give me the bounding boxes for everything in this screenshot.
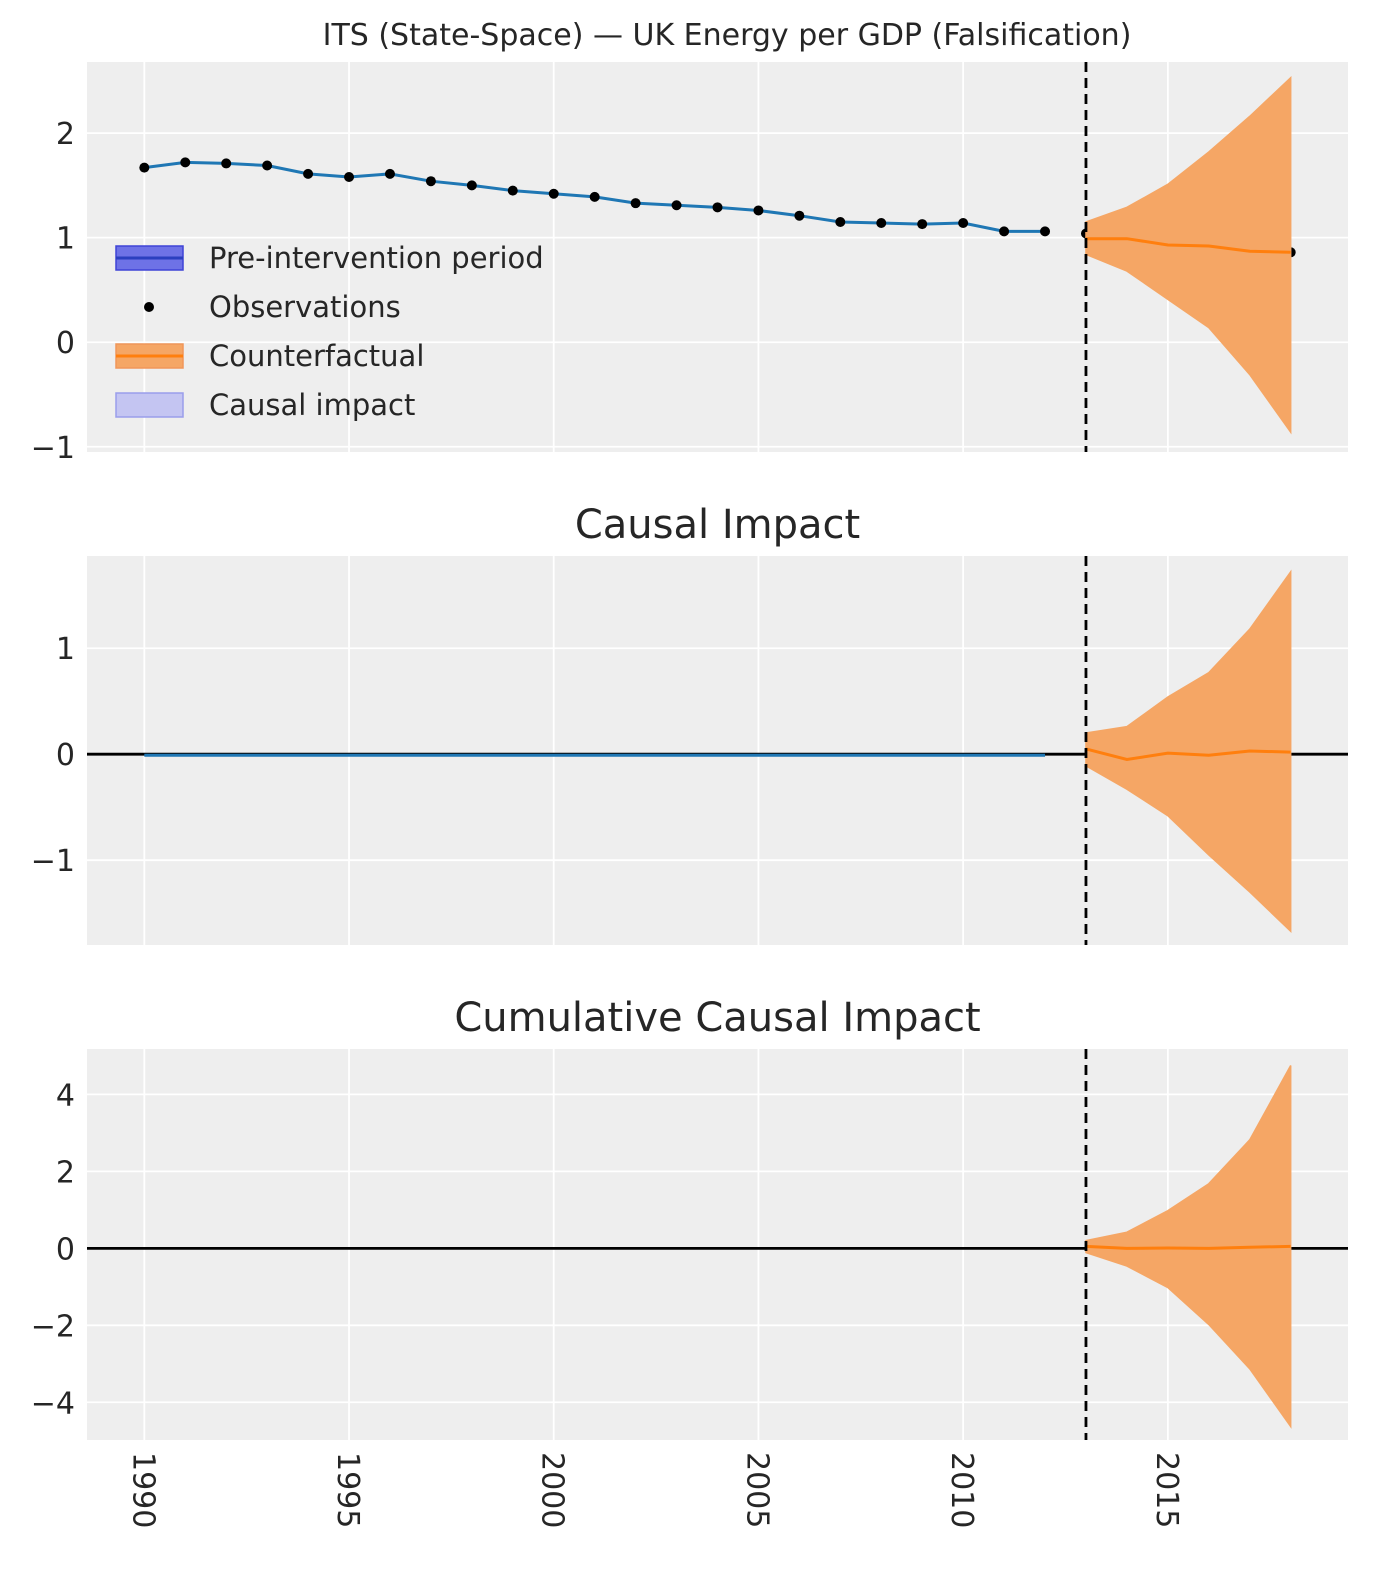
y-tick-label: 2: [56, 1155, 75, 1190]
observation-point: [548, 188, 559, 199]
y-tick-label: 0: [56, 738, 75, 773]
panel-observed-counterfactual: −1 0 1 2: [31, 62, 1348, 466]
subplot-title: Causal Impact: [575, 502, 860, 548]
observation-point: [180, 157, 191, 168]
series-line: [1085, 747, 1291, 762]
y-tick-label: −4: [31, 1386, 75, 1421]
legend-item: Observations: [144, 290, 401, 324]
y-tick-label: −2: [31, 1309, 75, 1344]
x-tick-label: 2000: [535, 1452, 570, 1528]
credible-interval-band: [1085, 569, 1292, 933]
observation-point: [589, 191, 600, 202]
legend-patch: [115, 392, 184, 418]
panel-causal-impact: −1 0 1 Causal Impact: [31, 502, 1348, 945]
y-tick-label: 0: [56, 1232, 75, 1267]
observation-point: [466, 180, 477, 191]
legend-dot: [144, 302, 154, 312]
y-tick-label: −1: [31, 844, 75, 879]
x-tick-label: 1990: [125, 1452, 160, 1528]
observation-point: [630, 198, 641, 209]
y-tick-label: 0: [56, 326, 75, 361]
observation-point: [303, 168, 314, 179]
credible-interval-band: [1085, 75, 1292, 435]
observation-point: [712, 202, 723, 213]
observation-point: [221, 158, 232, 169]
observation-point: [958, 218, 969, 229]
series-line: [1085, 1244, 1291, 1250]
figure-title: ITS (State-Space) — UK Energy per GDP (F…: [323, 18, 1132, 53]
observation-point: [794, 210, 805, 221]
legend-item: Causal impact: [115, 388, 415, 422]
legend-label: Observations: [209, 290, 401, 324]
y-tick-label: −1: [31, 431, 75, 466]
subplot-title: Cumulative Causal Impact: [454, 995, 980, 1041]
x-axis: 1990 1995 2000 2005 2010 2015: [125, 1452, 1184, 1528]
panel-cumulative-causal-impact: −4 −2 0 2 4 Cumulative Causal Impact: [31, 995, 1348, 1440]
legend-label: Counterfactual: [209, 339, 424, 373]
y-tick-label: 1: [56, 632, 75, 667]
legend-item: Counterfactual: [115, 339, 424, 373]
observation-point: [835, 216, 846, 227]
credible-interval-band: [1085, 1065, 1292, 1429]
x-tick-label: 2015: [1149, 1452, 1184, 1528]
legend: Pre-intervention period Observations Count…: [115, 241, 544, 422]
legend-label: Pre-intervention period: [209, 241, 544, 275]
observation-point: [876, 218, 887, 229]
series-line: [1085, 237, 1291, 254]
legend-label: Causal impact: [209, 388, 415, 422]
observation-point: [384, 168, 395, 179]
y-tick-label: 4: [56, 1078, 75, 1113]
x-tick-label: 1995: [330, 1452, 365, 1528]
observation-point: [507, 185, 518, 196]
observation-point: [139, 162, 150, 173]
x-tick-label: 2005: [739, 1452, 774, 1528]
observation-point: [999, 226, 1010, 237]
observation-point: [344, 172, 355, 183]
legend-item: Pre-intervention period: [115, 241, 544, 275]
observation-point: [917, 219, 928, 230]
observation-point: [1040, 226, 1051, 237]
observation-point: [262, 160, 273, 171]
y-tick-label: 1: [56, 222, 75, 257]
observation-point: [753, 205, 764, 216]
x-tick-label: 2010: [944, 1452, 979, 1528]
observation-point: [425, 176, 436, 187]
observation-point: [671, 200, 682, 211]
y-tick-label: 2: [56, 117, 75, 152]
